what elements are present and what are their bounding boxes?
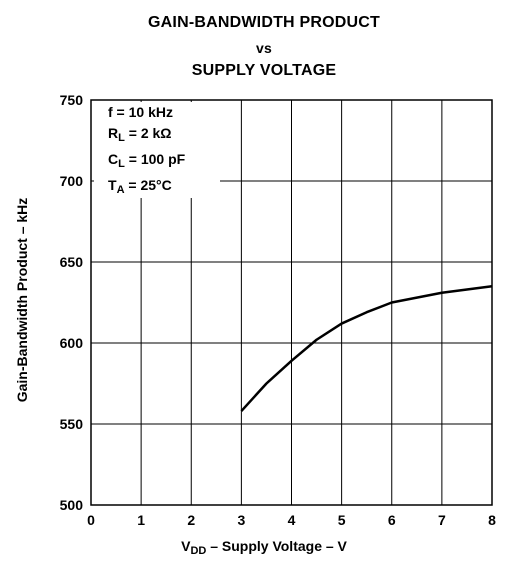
x-tick-label: 6	[388, 512, 396, 528]
test-conditions-box: f = 10 kHz RL = 2 kΩ CL = 100 pF TA = 25…	[94, 102, 220, 198]
x-tick-label: 1	[137, 512, 145, 528]
y-tick-label: 750	[60, 92, 84, 108]
y-tick-label: 600	[60, 335, 84, 351]
condition-load-resistance: RL = 2 kΩ	[108, 123, 220, 149]
x-tick-label: 0	[87, 512, 95, 528]
x-axis-label: VDD – Supply Voltage – V	[0, 538, 528, 557]
y-tick-label: 700	[60, 173, 84, 189]
x-tick-label: 7	[438, 512, 446, 528]
x-tick-label: 5	[338, 512, 346, 528]
y-tick-label: 650	[60, 254, 84, 270]
condition-frequency: f = 10 kHz	[108, 102, 220, 123]
x-tick-label: 4	[288, 512, 296, 528]
x-tick-label: 8	[488, 512, 496, 528]
x-tick-label: 3	[237, 512, 245, 528]
x-tick-label: 2	[187, 512, 195, 528]
y-axis-label: Gain-Bandwidth Product – kHz	[14, 198, 30, 403]
condition-load-capacitance: CL = 100 pF	[108, 149, 220, 175]
series-line	[241, 286, 492, 411]
condition-ambient-temperature: TA = 25°C	[108, 175, 220, 201]
y-tick-label: 550	[60, 416, 84, 432]
y-tick-label: 500	[60, 497, 84, 513]
